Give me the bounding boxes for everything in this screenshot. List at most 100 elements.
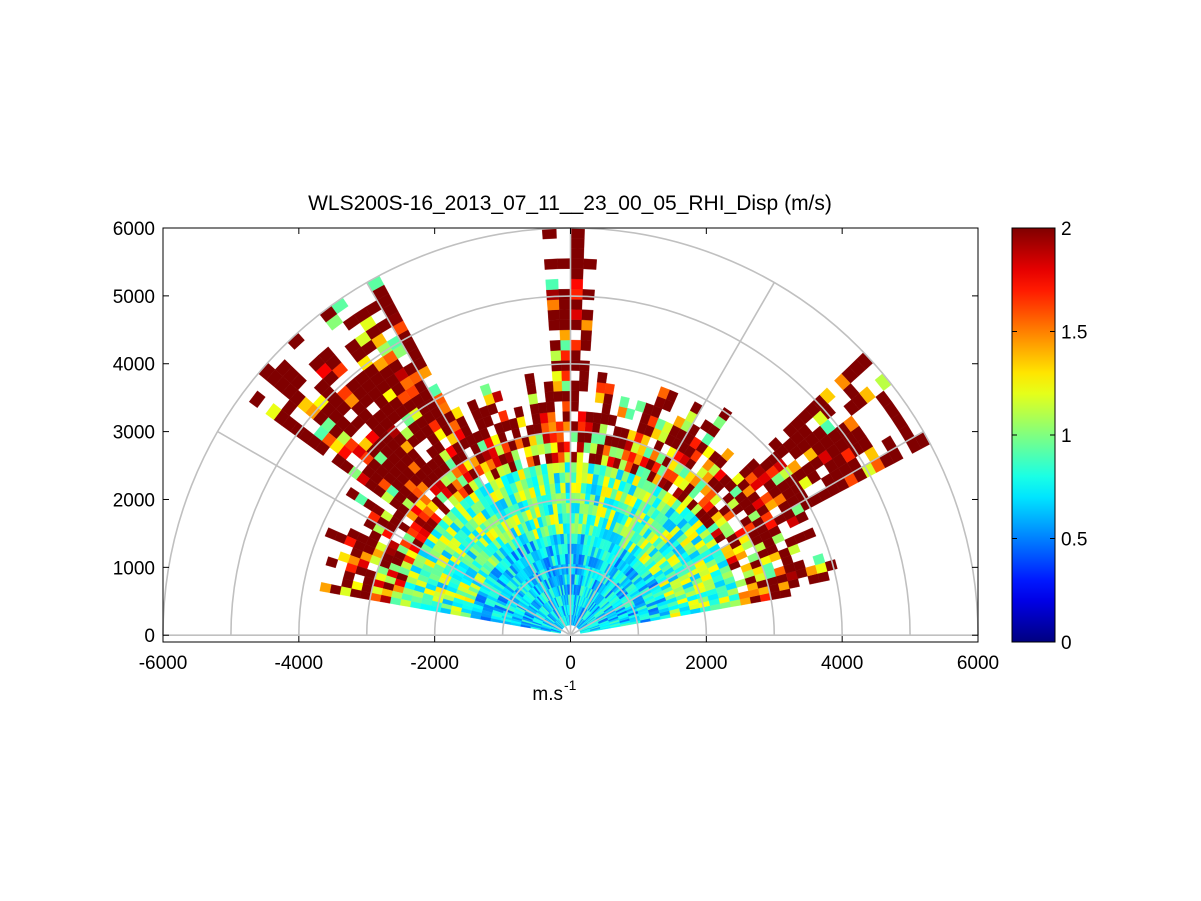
data-cell	[524, 372, 536, 385]
data-cell	[544, 391, 555, 403]
data-cell	[579, 370, 590, 382]
data-cell	[558, 472, 566, 484]
data-cell	[570, 350, 581, 361]
data-cell	[546, 289, 559, 301]
colorbar-tick-label: 1	[1061, 426, 1072, 447]
data-cell	[570, 360, 581, 371]
x-axis-label-superscript: -1	[564, 677, 577, 693]
data-cell	[570, 451, 578, 463]
x-tick-label: -4000	[275, 653, 324, 674]
angle-spoke	[217, 430, 571, 636]
data-cell	[577, 421, 586, 433]
data-cell	[576, 441, 585, 453]
data-cell	[573, 523, 579, 534]
data-cell	[589, 442, 598, 454]
data-cell	[595, 381, 607, 394]
data-cell	[527, 393, 539, 405]
data-cell	[581, 319, 593, 331]
data-cell	[570, 380, 580, 392]
data-cell	[248, 390, 266, 409]
data-cell	[324, 527, 338, 541]
data-cell	[657, 386, 670, 400]
data-cell	[560, 492, 567, 504]
data-cell	[325, 556, 339, 569]
data-cell	[577, 431, 585, 443]
data-cell	[570, 421, 579, 432]
data-cell	[600, 413, 610, 425]
data-cell	[572, 553, 577, 565]
angle-spoke	[366, 282, 572, 636]
data-cell	[544, 258, 558, 270]
data-cell	[562, 411, 571, 422]
data-cell	[570, 431, 578, 443]
data-cell	[425, 445, 440, 459]
data-cell	[859, 386, 876, 404]
colorbar: 0 0.5 1 1.5 2	[1011, 219, 1087, 654]
data-cell	[575, 482, 582, 494]
data-cell	[602, 393, 614, 405]
data-cell	[768, 436, 783, 452]
data-cell	[546, 411, 556, 423]
data-cell	[590, 432, 600, 444]
data-cell	[592, 412, 602, 424]
data-cell	[578, 503, 585, 514]
data-cell	[581, 309, 594, 321]
data-cell	[699, 419, 714, 433]
data-cell	[570, 461, 577, 473]
data-cell	[557, 258, 571, 270]
data-cell	[308, 355, 326, 372]
data-cell	[331, 453, 346, 468]
data-cell	[579, 360, 590, 372]
colorbar-tick-label: 0.5	[1061, 530, 1087, 551]
data-cell	[561, 390, 571, 402]
data-cell	[558, 299, 571, 310]
data-cell	[570, 248, 585, 259]
data-cell	[573, 533, 578, 544]
data-cell	[574, 512, 580, 524]
data-cell	[553, 390, 563, 402]
data-cell	[559, 319, 571, 331]
data-cell	[543, 381, 554, 393]
data-cell	[588, 452, 597, 464]
data-cell	[564, 461, 571, 473]
data-cell	[819, 387, 836, 404]
data-cell	[583, 258, 597, 270]
data-cell	[570, 278, 584, 290]
data-cell	[570, 339, 581, 351]
data-cell	[596, 371, 608, 384]
data-cell	[479, 383, 492, 397]
y-tick-label: 4000	[113, 355, 155, 376]
data-cell	[570, 390, 580, 402]
angle-spoke	[570, 430, 924, 636]
data-cell	[313, 378, 331, 396]
data-cell	[570, 268, 584, 280]
data-cell	[594, 392, 605, 404]
data-cell	[513, 406, 525, 419]
data-cell	[550, 350, 562, 362]
data-cell	[548, 319, 560, 331]
data-cell	[344, 338, 362, 355]
data-cell	[529, 403, 540, 415]
plot-area: -6000 -4000 -2000 0 2000 4000 6000 0 1000 2000 30…	[113, 219, 999, 674]
data-cell	[580, 329, 592, 341]
data-cell	[541, 228, 557, 240]
data-cell	[561, 380, 571, 392]
y-axis: 0 1000 2000 3000 4000 5000 6000	[113, 219, 978, 647]
data-cell	[720, 447, 735, 462]
data-cell	[673, 415, 686, 429]
y-tick-label: 2000	[113, 490, 155, 511]
data-cell	[619, 396, 630, 409]
data-cell	[547, 309, 560, 321]
data-cell	[556, 431, 564, 443]
data-cell	[544, 452, 553, 464]
data-cell	[570, 299, 583, 310]
data-cell	[560, 350, 571, 361]
colorbar-gradient	[1012, 228, 1055, 642]
y-tick-label: 6000	[113, 219, 155, 240]
x-axis-label: m.s	[532, 684, 563, 705]
colorbar-ticks: 0 0.5 1 1.5 2	[1012, 219, 1087, 654]
data-cell	[581, 462, 589, 474]
data-cell	[570, 288, 583, 300]
data-cell	[526, 383, 537, 395]
